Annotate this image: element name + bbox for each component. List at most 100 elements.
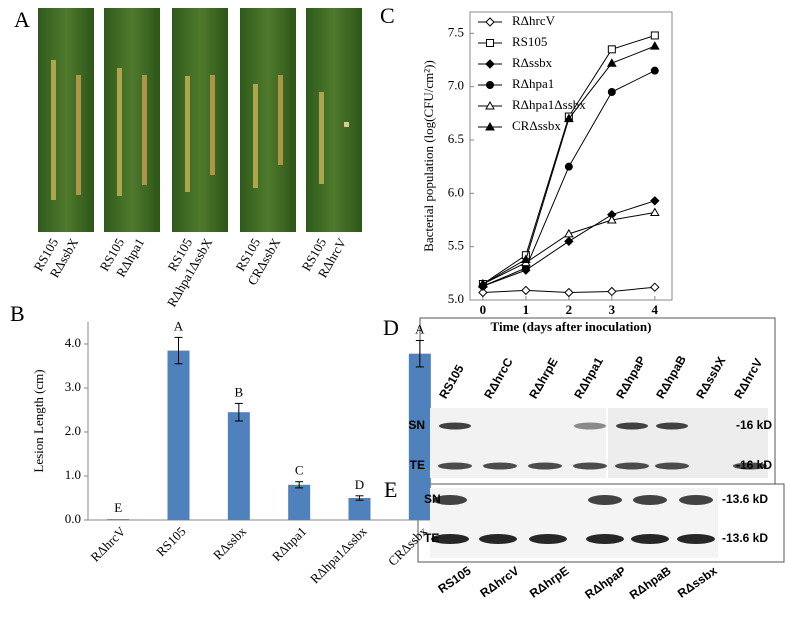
lane-label: RΔhrpE bbox=[527, 564, 572, 601]
significance-letter: A bbox=[415, 321, 425, 336]
lesion bbox=[185, 76, 190, 192]
y-axis-title: Bacterial population (log(CFU/cm²)) bbox=[421, 60, 436, 252]
y-tick-label: 7.5 bbox=[448, 24, 464, 39]
y-tick-label: 2.0 bbox=[65, 423, 81, 438]
band bbox=[586, 534, 624, 544]
leaf-image bbox=[104, 8, 160, 232]
data-point bbox=[650, 66, 659, 75]
y-tick-label: 5.5 bbox=[448, 238, 464, 253]
legend-marker bbox=[485, 121, 495, 131]
x-tick-label: RΔssbx bbox=[210, 523, 249, 562]
band bbox=[615, 462, 649, 470]
data-point bbox=[650, 282, 660, 292]
bar bbox=[348, 498, 371, 520]
y-tick-label: 4.0 bbox=[65, 335, 81, 350]
data-point bbox=[607, 45, 616, 54]
data-point bbox=[564, 162, 573, 171]
bar bbox=[107, 519, 130, 520]
lesion bbox=[319, 92, 324, 184]
band bbox=[574, 422, 606, 430]
legend-label: RΔhpa1Δssbx bbox=[512, 97, 586, 112]
lane-label: RΔhpa1 bbox=[571, 355, 606, 402]
row-label: SN bbox=[408, 418, 425, 432]
bar bbox=[167, 350, 190, 520]
lane-label: RΔhpaB bbox=[653, 353, 689, 401]
bar bbox=[408, 353, 431, 520]
data-point bbox=[563, 113, 574, 123]
data-line bbox=[482, 34, 655, 285]
row-label: SN bbox=[424, 492, 441, 506]
legend-label: CRΔssbx bbox=[512, 118, 561, 133]
lane-label: RΔssbX bbox=[693, 354, 728, 401]
bar bbox=[227, 412, 250, 520]
lane-label: RΔhpaP bbox=[582, 564, 628, 602]
size-label: -16 kD bbox=[736, 458, 772, 472]
band bbox=[573, 462, 607, 470]
y-tick-label: 6.5 bbox=[448, 131, 464, 146]
lesion bbox=[344, 122, 349, 127]
panel-label: A bbox=[14, 7, 30, 32]
lane-label: RS105 bbox=[435, 563, 473, 596]
data-point bbox=[650, 196, 660, 206]
lane-label: RΔhrcV bbox=[731, 356, 765, 401]
lane-label: RS105 bbox=[436, 362, 467, 401]
size-label: -13.6 kD bbox=[722, 492, 768, 506]
x-tick-label: RΔhpa1 bbox=[269, 524, 310, 565]
row-label: TE bbox=[410, 458, 425, 472]
data-point bbox=[606, 214, 617, 224]
significance-letter: D bbox=[355, 477, 364, 492]
legend-label: RΔssbx bbox=[512, 55, 553, 70]
lesion bbox=[117, 68, 122, 196]
data-point bbox=[649, 207, 660, 217]
x-tick-label: RΔhpa1Δssbx bbox=[307, 523, 370, 586]
lesion bbox=[142, 75, 147, 185]
band bbox=[588, 495, 622, 505]
panel-label: C bbox=[380, 3, 395, 28]
lane-label: RΔssbx bbox=[675, 563, 720, 600]
data-line bbox=[482, 212, 655, 285]
y-tick-label: 1.0 bbox=[65, 467, 81, 482]
lane-label: RΔhrcC bbox=[481, 355, 516, 401]
band bbox=[631, 534, 669, 544]
significance-letter: C bbox=[295, 463, 304, 478]
data-point bbox=[649, 41, 660, 50]
panel-label: B bbox=[10, 301, 25, 326]
lesion bbox=[51, 60, 56, 200]
blot-bg bbox=[430, 488, 718, 558]
band bbox=[479, 534, 517, 544]
lesion bbox=[210, 75, 215, 175]
x-tick-label: 3 bbox=[609, 302, 616, 317]
legend-marker bbox=[486, 39, 494, 47]
lane-label: RΔhpaB bbox=[627, 563, 674, 602]
significance-letter: E bbox=[114, 500, 122, 515]
legend-marker bbox=[486, 81, 494, 89]
band bbox=[529, 534, 567, 544]
lesion bbox=[76, 75, 81, 195]
x-tick-label: RΔhrcV bbox=[87, 523, 128, 564]
panel-label: E bbox=[384, 477, 397, 502]
band bbox=[656, 422, 688, 430]
x-axis-title: Time (days after inoculation) bbox=[491, 319, 652, 334]
x-tick-label: 2 bbox=[566, 302, 573, 317]
band bbox=[433, 495, 467, 505]
data-point bbox=[607, 286, 617, 297]
y-axis-title: Lesion Length (cm) bbox=[31, 369, 46, 472]
band bbox=[677, 534, 715, 544]
row-label: TE bbox=[424, 531, 439, 545]
data-point bbox=[606, 58, 617, 67]
significance-letter: B bbox=[234, 384, 243, 399]
band bbox=[438, 462, 472, 470]
leaf-image bbox=[240, 8, 296, 232]
data-point bbox=[564, 287, 574, 298]
lesion bbox=[278, 75, 283, 165]
band bbox=[483, 462, 517, 470]
legend-marker bbox=[485, 100, 495, 110]
size-label: -13.6 kD bbox=[722, 531, 768, 545]
legend-label: RS105 bbox=[512, 34, 547, 49]
bar bbox=[288, 484, 311, 520]
blot-e-frame bbox=[417, 483, 785, 563]
band bbox=[616, 422, 648, 430]
data-point bbox=[650, 31, 659, 40]
data-point bbox=[521, 285, 531, 296]
